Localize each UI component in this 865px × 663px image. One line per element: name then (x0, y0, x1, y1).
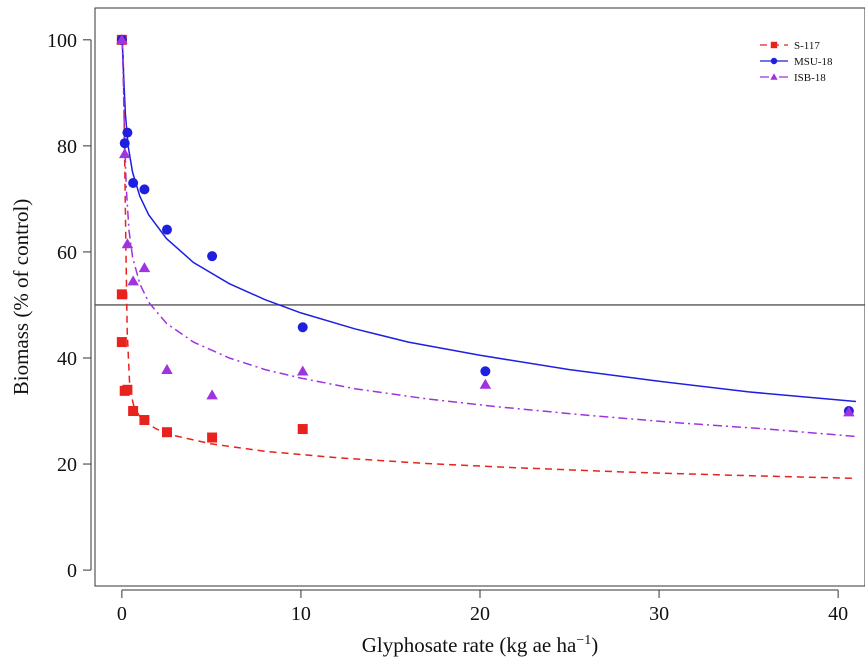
data-point-isb-18 (121, 238, 134, 249)
y-axis-label: Biomass (% of control) (9, 199, 33, 396)
data-point-s-117 (139, 415, 150, 426)
y-tick-label: 0 (67, 560, 77, 582)
x-tick-label: 0 (117, 603, 127, 625)
y-tick-label: 60 (57, 242, 77, 264)
data-points (116, 34, 855, 443)
legend-marker-s-117 (770, 41, 778, 49)
data-point-s-117 (161, 427, 172, 438)
data-point-isb-18 (118, 148, 131, 159)
data-point-s-117 (116, 337, 127, 348)
data-point-msu-18 (480, 366, 491, 377)
x-axis-label: Glyphosate rate (kg ae ha−1) (362, 633, 598, 657)
plot-frame (94, 7, 865, 587)
x-tick-label: 30 (649, 603, 669, 625)
y-tick-label: 80 (57, 136, 77, 158)
data-point-isb-18 (206, 389, 218, 400)
legend-label-isb-18: ISB-18 (794, 72, 826, 84)
data-point-isb-18 (296, 365, 309, 376)
data-point-msu-18 (297, 322, 308, 333)
data-point-isb-18 (138, 262, 151, 273)
legend: S-117 MSU-18 ISB-18 (760, 40, 833, 84)
data-point-msu-18 (119, 138, 130, 149)
fit-curves (121, 39, 857, 480)
data-point-isb-18 (127, 275, 139, 286)
data-point-isb-18 (161, 363, 173, 374)
fit-curve-msu-18 (121, 39, 857, 403)
fit-curve-s-117 (121, 39, 857, 480)
data-point-s-117 (128, 406, 139, 417)
x-axis-label-suffix: ) (591, 633, 598, 657)
legend-marker-msu-18 (770, 57, 778, 65)
data-point-s-117 (116, 289, 127, 300)
axes: 0 10 20 30 40 0 20 40 60 80 100 (47, 30, 848, 625)
fit-curve-isb-18 (121, 39, 857, 438)
y-tick-label: 20 (57, 454, 77, 476)
data-point-msu-18 (122, 127, 133, 138)
data-point-msu-18 (207, 251, 218, 262)
legend-marker-isb-18 (770, 73, 778, 80)
x-tick-label: 10 (291, 603, 311, 625)
data-point-msu-18 (139, 184, 150, 195)
legend-label-msu-18: MSU-18 (794, 56, 833, 68)
data-point-s-117 (297, 424, 308, 435)
x-axis-label-main: Glyphosate rate (kg ae ha (362, 633, 577, 657)
data-point-isb-18 (479, 378, 492, 389)
data-point-msu-18 (161, 224, 172, 235)
data-point-s-117 (122, 384, 133, 395)
y-tick-label: 40 (57, 348, 77, 370)
y-tick-label: 100 (47, 30, 77, 52)
data-point-isb-18 (116, 34, 128, 45)
x-axis-label-superscript: −1 (576, 633, 591, 648)
data-point-s-117 (207, 432, 218, 443)
x-tick-label: 40 (828, 603, 848, 625)
legend-label-s-117: S-117 (794, 40, 820, 52)
data-point-isb-18 (843, 406, 855, 417)
x-tick-label: 20 (470, 603, 490, 625)
data-point-msu-18 (128, 177, 139, 188)
